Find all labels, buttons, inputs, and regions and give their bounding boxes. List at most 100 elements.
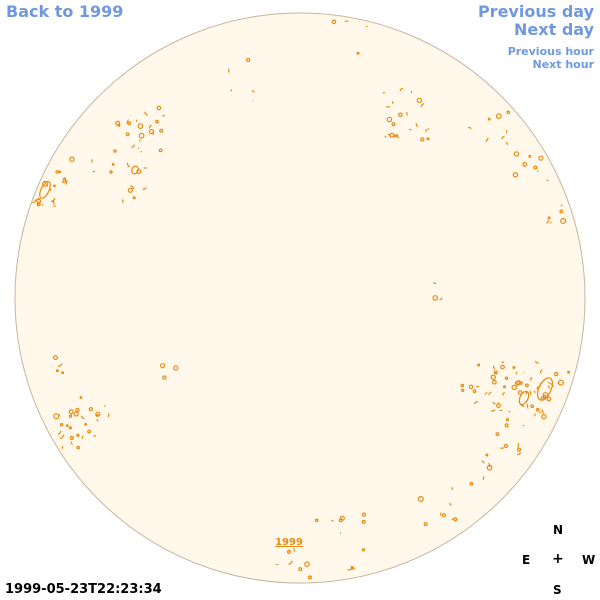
active-region-mark [42, 180, 48, 187]
active-region-mark [81, 435, 84, 440]
previous-hour-link[interactable]: Previous hour [507, 45, 594, 58]
active-region-mark [50, 198, 56, 203]
active-region-mark [92, 170, 96, 173]
active-region-mark [396, 133, 400, 139]
active-region-mark [142, 186, 147, 190]
active-region-mark [547, 385, 551, 389]
active-region-mark [490, 374, 496, 380]
active-region-mark [87, 429, 91, 434]
observation-timestamp: 1999-05-23T22:23:34 [5, 582, 162, 597]
active-region-mark [500, 364, 505, 370]
active-region-mark [420, 103, 425, 108]
active-region-mark [525, 383, 529, 388]
active-region-mark [76, 433, 80, 437]
active-region-mark [472, 389, 477, 394]
active-region-mark [251, 89, 255, 93]
active-region-mark [293, 548, 296, 552]
active-region-mark [68, 409, 74, 415]
active-region-mark [347, 568, 352, 571]
active-region-mark [127, 187, 133, 193]
active-region-mark [504, 376, 509, 380]
active-region-mark [275, 563, 279, 566]
active-region-mark [331, 519, 334, 522]
active-region-mark [103, 404, 106, 407]
active-region-mark [76, 445, 81, 450]
previous-day-link[interactable]: Previous day [477, 2, 594, 21]
active-region-mark [125, 132, 130, 137]
active-region-mark [539, 369, 543, 374]
active-region-mark [426, 137, 430, 141]
active-region-mark [513, 151, 520, 157]
active-region-mark [361, 548, 366, 552]
active-region-mark [534, 360, 539, 364]
active-region-mark [554, 371, 559, 377]
active-region-mark [496, 403, 501, 409]
active-region-mark [160, 363, 166, 369]
active-region-mark [57, 430, 62, 435]
active-region-mark [88, 407, 94, 412]
active-region-mark [492, 379, 497, 385]
active-region-mark [230, 89, 233, 92]
active-region-mark [137, 123, 144, 129]
active-region-mark [516, 380, 521, 386]
active-region-mark [61, 371, 65, 375]
active-region-mark [512, 171, 519, 178]
solar-disk [14, 12, 586, 584]
active-region-mark [350, 566, 354, 570]
active-region-mark [495, 432, 500, 437]
active-region-mark [549, 383, 554, 387]
active-region-mark [485, 137, 489, 142]
active-region-mark [538, 155, 544, 161]
active-region-mark [529, 376, 533, 381]
active-region-mark [523, 371, 525, 374]
active-region-mark [484, 392, 488, 395]
active-region-mark [126, 119, 130, 124]
active-region-mark [487, 462, 491, 468]
active-region-mark [58, 363, 63, 367]
active-region-mark [314, 518, 319, 523]
active-region-mark [55, 369, 59, 373]
active-region-mark [526, 404, 529, 409]
active-region-mark [53, 413, 60, 420]
active-region-mark [517, 452, 522, 456]
active-region-mark [96, 419, 99, 422]
active-region-mark [559, 209, 564, 214]
active-region-mark [36, 203, 40, 207]
active-region-mark [132, 196, 136, 200]
active-region-mark [504, 423, 509, 428]
next-day-link[interactable]: Next day [514, 20, 594, 39]
active-region-mark [287, 549, 292, 554]
active-region-mark [154, 119, 159, 124]
back-to-year-link[interactable]: Back to 1999 [6, 2, 124, 21]
active-region-mark [69, 156, 75, 162]
active-region-mark [391, 101, 394, 105]
year-link[interactable]: 1999 [275, 537, 303, 548]
active-region-mark [386, 116, 393, 123]
compass-west-label: W [582, 553, 596, 567]
active-region-mark [538, 411, 542, 414]
active-region-mark [536, 385, 539, 390]
active-region-mark [535, 407, 540, 412]
active-region-mark [126, 162, 131, 167]
next-hour-link[interactable]: Next hour [532, 58, 595, 71]
active-region-mark [415, 123, 419, 128]
active-region-mark [541, 414, 547, 420]
active-region-mark [398, 112, 403, 118]
active-region-mark [159, 128, 164, 133]
active-region-mark [117, 123, 121, 127]
active-region-mark [80, 415, 85, 419]
active-region-mark [506, 110, 511, 115]
active-region-mark [158, 148, 163, 153]
active-region-mark [505, 141, 509, 145]
active-region-mark [32, 199, 37, 204]
active-region-mark [503, 443, 508, 449]
active-region-contour [536, 377, 554, 401]
active-region-mark [79, 396, 83, 399]
active-region-mark [68, 414, 73, 418]
active-region-mark [111, 162, 115, 166]
active-region-mark [560, 217, 567, 224]
active-region-mark [59, 423, 64, 427]
active-region-mark [148, 124, 152, 129]
active-region-mark [37, 197, 40, 201]
active-region-mark [148, 129, 155, 135]
